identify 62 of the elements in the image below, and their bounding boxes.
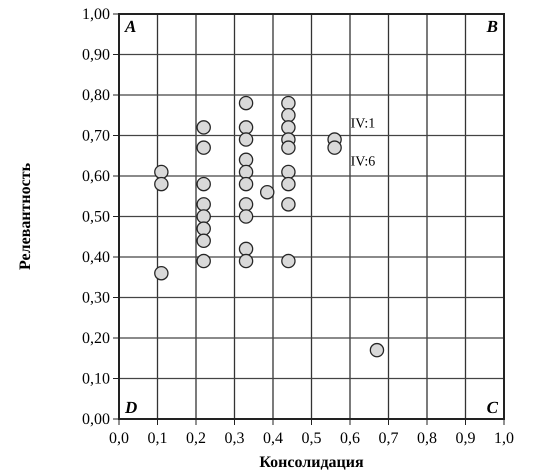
point (281, 96, 296, 110)
point (281, 254, 296, 268)
point (196, 140, 211, 155)
y-tick-label: 0,10 (82, 370, 110, 388)
point (281, 164, 296, 180)
y-tick-label: 0,60 (82, 168, 110, 185)
y-tick-label: 0,30 (82, 290, 110, 306)
point (196, 254, 211, 268)
y-tick-label: 0,80 (82, 87, 110, 104)
point (238, 164, 254, 180)
point (281, 176, 296, 192)
y-axis-title: Релевантность (17, 162, 34, 270)
point (196, 209, 211, 224)
point (238, 197, 254, 212)
x-tick-label: 0,0 (109, 430, 129, 447)
point (196, 120, 211, 135)
y-tick-label: 1,00 (82, 6, 110, 23)
point (238, 209, 254, 224)
point (238, 254, 254, 268)
annotation: IV:6 (350, 154, 376, 170)
point (196, 221, 211, 236)
point (238, 152, 254, 168)
y-tick-label: 0,70 (82, 128, 110, 144)
annotation: B (486, 17, 498, 36)
point (154, 266, 169, 280)
x-axis-title: Консолидация (259, 454, 364, 471)
point (238, 176, 254, 192)
x-tick-label: 0,6 (340, 430, 360, 447)
x-tick-label: 0,3 (224, 430, 244, 447)
point (154, 176, 169, 192)
point (238, 242, 254, 256)
point (281, 197, 296, 212)
point (281, 108, 296, 122)
annotation: IV:1 (350, 116, 376, 132)
point (238, 120, 254, 135)
x-tick-label: 0,2 (186, 430, 206, 447)
point (260, 184, 274, 200)
y-tick-label: 0,20 (82, 330, 110, 347)
point (196, 197, 211, 212)
y-tick-label: 0,90 (82, 46, 110, 64)
point (327, 140, 342, 155)
point (238, 132, 254, 147)
x-tick-label: 0,1 (148, 430, 168, 447)
x-tick-label: 0,4 (263, 430, 283, 447)
x-tick-label: 0,5 (302, 430, 322, 447)
x-tick-label: 0,7 (378, 430, 398, 447)
x-tick-label: 0,9 (456, 430, 476, 447)
annotation: D (124, 398, 138, 417)
annotation: C (486, 398, 499, 417)
point (281, 140, 296, 155)
annotation: A (124, 17, 136, 36)
y-tick-label: 0,50 (82, 208, 110, 226)
point (370, 342, 384, 358)
y-tick-label: 0,40 (82, 249, 110, 266)
point (196, 176, 211, 192)
point (196, 234, 211, 248)
point (281, 120, 296, 135)
y-tick-label: 0,00 (82, 411, 110, 428)
x-tick-label: 0,8 (417, 430, 437, 447)
point (154, 164, 169, 180)
point (238, 96, 254, 110)
x-tick-label: 1,0 (494, 430, 514, 447)
